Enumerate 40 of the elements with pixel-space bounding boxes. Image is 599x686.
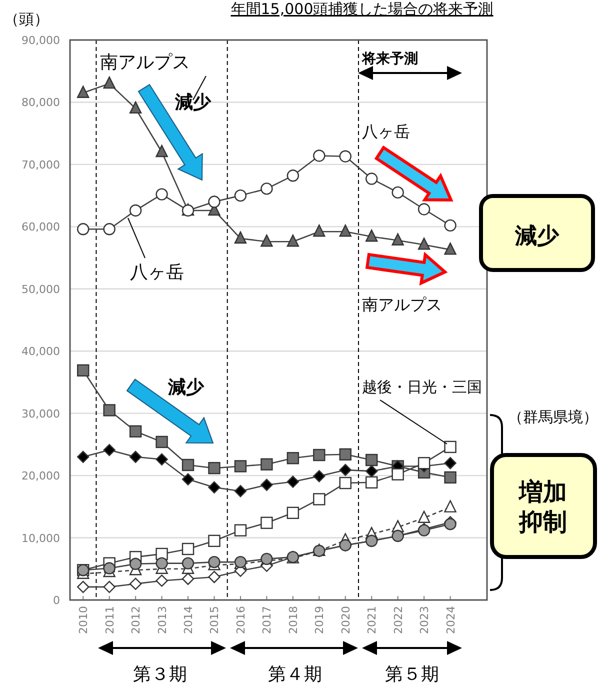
text: 減少 bbox=[514, 224, 560, 249]
x-tick-label: 2020 bbox=[339, 606, 352, 634]
y-tick-label: 70,000 bbox=[22, 158, 60, 172]
x-tick-label: 2018 bbox=[286, 606, 300, 634]
text: 第３期 bbox=[133, 664, 187, 685]
x-tick-label: 2013 bbox=[156, 606, 169, 634]
x-tick-label: 2014 bbox=[182, 606, 196, 634]
series-label: 八ヶ岳 bbox=[130, 262, 184, 283]
x-tick-label: 2023 bbox=[418, 606, 432, 634]
y-tick-label: 60,000 bbox=[22, 220, 60, 234]
x-tick-label: 2012 bbox=[130, 606, 143, 634]
y-tick-label: 50,000 bbox=[22, 282, 60, 296]
annotation: 南アルプス bbox=[362, 295, 442, 314]
x-tick-label: 2022 bbox=[392, 606, 405, 634]
y-tick-label: 10,000 bbox=[22, 532, 60, 545]
x-tick-label: 2010 bbox=[77, 606, 90, 634]
y-tick-label: 0 bbox=[53, 594, 60, 607]
text: 第５期 bbox=[385, 664, 439, 685]
y-tick-label: 80,000 bbox=[22, 96, 60, 110]
y-tick-label: 30,000 bbox=[22, 407, 60, 420]
annotation: 減少 bbox=[167, 377, 205, 398]
series-label: 南アルプス bbox=[100, 52, 190, 73]
x-tick-label: 2019 bbox=[313, 606, 326, 634]
annotation: 将来予測 bbox=[361, 51, 418, 67]
x-tick-label: 2021 bbox=[366, 606, 379, 634]
x-tick-label: 2016 bbox=[234, 606, 248, 634]
annotation: 減少 bbox=[174, 92, 212, 113]
x-tick-label: 2024 bbox=[444, 606, 458, 634]
y-tick-label: 20,000 bbox=[22, 470, 60, 483]
annotation: 八ヶ岳 bbox=[362, 122, 410, 141]
y-axis-title: （頭） bbox=[4, 10, 49, 28]
x-tick-label: 2015 bbox=[208, 606, 222, 634]
y-tick-label: 40,000 bbox=[22, 345, 60, 358]
y-tick-label: 90,000 bbox=[22, 34, 60, 47]
text: 越後・日光・三国（群馬県境） bbox=[362, 378, 598, 426]
x-tick-label: 2017 bbox=[260, 606, 274, 634]
text: 第４期 bbox=[268, 664, 322, 685]
chart-title: 年間15,000頭捕獲した場合の将来予測 bbox=[230, 0, 494, 18]
x-tick-label: 2011 bbox=[103, 606, 116, 634]
text: 増加抑制 bbox=[518, 478, 567, 536]
